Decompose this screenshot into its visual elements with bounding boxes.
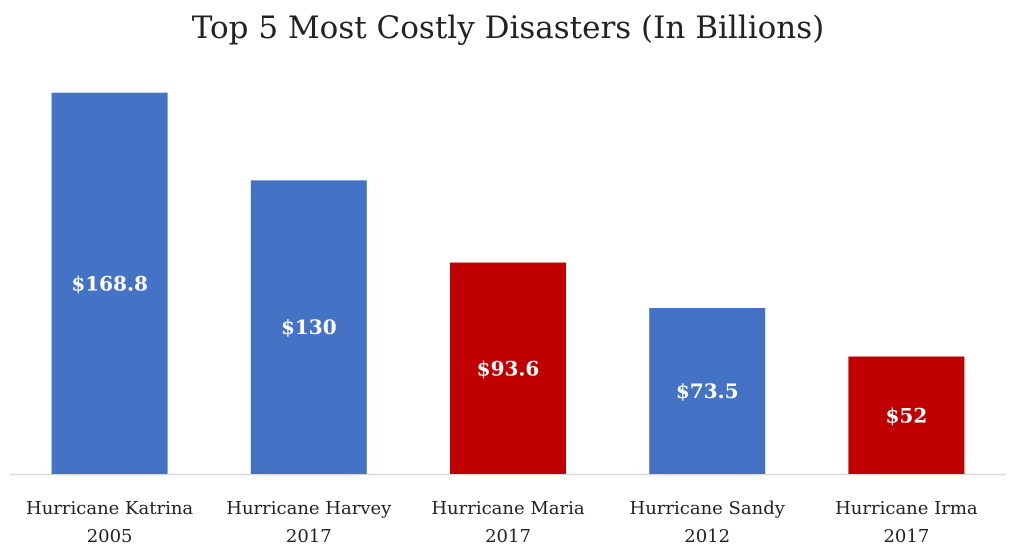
x-tick-label-0-line-1: 2005 (87, 526, 133, 547)
data-label-4: $52 (886, 403, 928, 427)
x-tick-label-2-line-1: 2017 (485, 526, 531, 547)
data-label-1: $130 (281, 315, 337, 339)
x-tick-label-1-line-1: 2017 (286, 526, 332, 547)
bar-2 (450, 262, 566, 474)
x-tick-label-1-line-0: Hurricane Harvey (226, 498, 392, 519)
x-tick-label-0-line-0: Hurricane Katrina (26, 498, 193, 519)
x-tick-label-3-line-1: 2012 (684, 526, 730, 547)
bar-0 (51, 92, 168, 475)
x-tick-label-2-line-0: Hurricane Maria (431, 498, 585, 519)
x-tick-label-4-line-1: 2017 (883, 526, 929, 547)
data-label-3: $73.5 (676, 379, 739, 403)
chart-title: Top 5 Most Costly Disasters (In Billions… (191, 10, 825, 46)
bar-3 (649, 307, 766, 474)
bar-1 (250, 180, 367, 474)
data-label-2: $93.6 (477, 356, 540, 380)
data-label-0: $168.8 (71, 271, 148, 295)
x-tick-label-4-line-0: Hurricane Irma (835, 498, 978, 519)
x-tick-label-3-line-0: Hurricane Sandy (630, 498, 786, 519)
bar-4 (848, 356, 965, 474)
